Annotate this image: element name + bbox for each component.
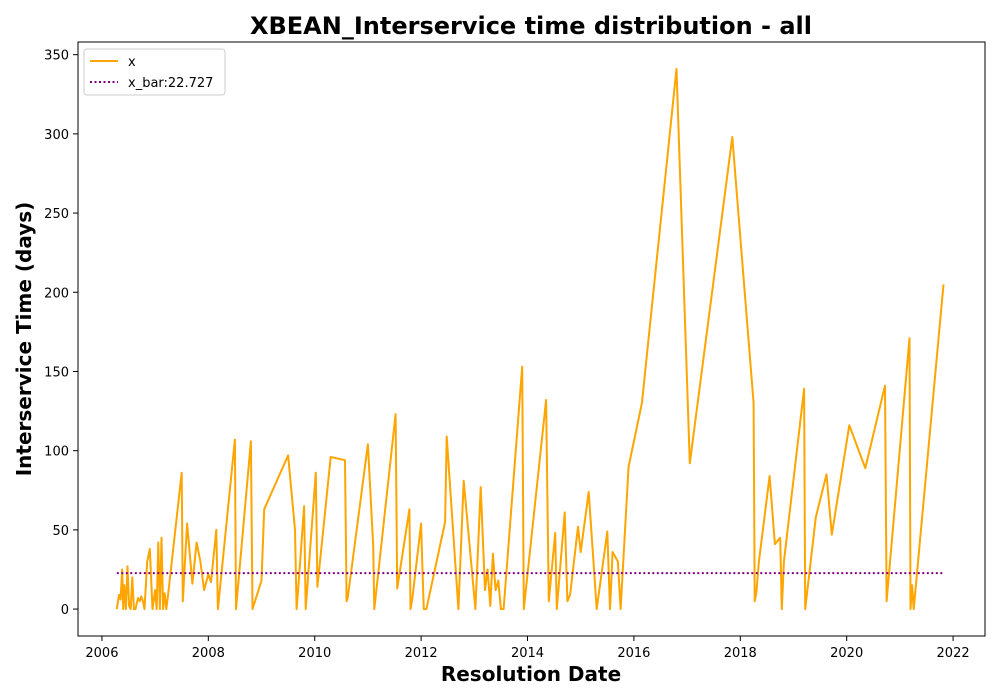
y-tick-label: 200 [44,286,69,301]
y-tick-label: 0 [61,603,69,618]
x-axis-label: Resolution Date [441,662,621,686]
x-tick-label: 2020 [830,646,863,661]
x-tick-label: 2006 [85,646,118,661]
x-tick-label: 2012 [405,646,438,661]
y-tick-label: 300 [44,128,69,143]
y-tick-label: 100 [44,445,69,460]
y-axis-label: Interservice Time (days) [12,202,36,477]
x-tick-label: 2008 [192,646,225,661]
y-tick-label: 50 [52,524,69,539]
x-tick-label: 2022 [937,646,970,661]
y-tick-label: 250 [44,207,69,222]
legend: x x_bar:22.727 [84,49,225,95]
chart-title: XBEAN_Interservice time distribution - a… [250,12,812,40]
x-tick-label: 2016 [617,646,650,661]
legend-label-x-bar: x_bar:22.727 [128,76,213,91]
legend-label-x: x [128,55,136,70]
x-tick-label: 2010 [298,646,331,661]
x-tick-label: 2018 [724,646,757,661]
x-tick-label: 2014 [511,646,544,661]
y-tick-label: 150 [44,365,69,380]
y-tick-label: 350 [44,49,69,64]
